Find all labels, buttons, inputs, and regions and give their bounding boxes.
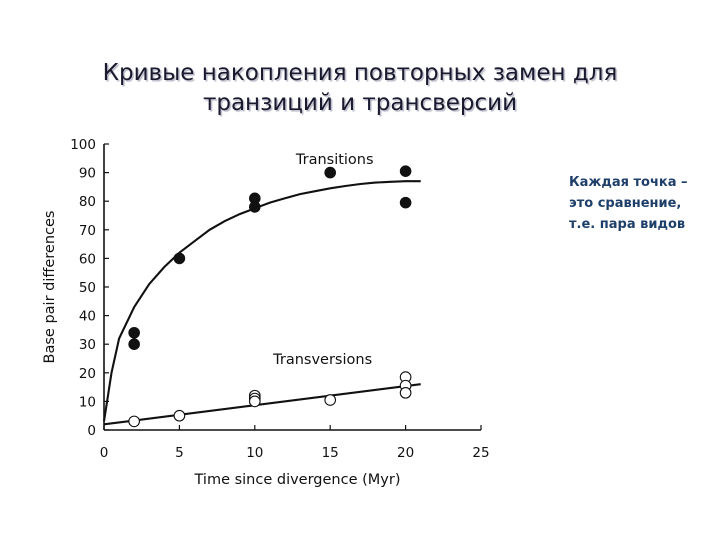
transitions-point <box>324 166 337 179</box>
slide-title: Кривые накопления повторных замен для тр… <box>60 58 660 118</box>
transitions-point <box>249 201 261 213</box>
y-axis-title: Base pair differences <box>42 211 58 364</box>
y-tick-label: 100 <box>70 137 96 153</box>
transversions-point <box>248 395 261 408</box>
x-tick-label: 0 <box>100 445 109 461</box>
y-tick-label: 40 <box>79 309 96 325</box>
transitions-fit-curve <box>102 180 421 422</box>
y-tick-label: 10 <box>79 394 96 410</box>
plot-area: Transitions Transversions <box>102 152 421 428</box>
side-note-line-3: т.е. пара видов <box>569 217 686 232</box>
transitions-point <box>128 338 140 351</box>
axes: 0 10 20 30 40 50 60 70 80 90 100 0 5 10 15 20 25 Time sin… <box>42 137 490 488</box>
transversions-fit-curve <box>103 383 421 426</box>
transitions-point <box>128 326 140 339</box>
side-note-line-2: это сравнение, <box>569 196 682 211</box>
transversions-point <box>173 409 186 422</box>
side-note: Каждая точка – это сравнение, т.е. пара … <box>569 172 720 235</box>
transitions-label: Transitions <box>295 152 374 168</box>
transitions-point <box>399 165 412 177</box>
y-tick-label: 60 <box>79 251 96 267</box>
y-tick-label: 90 <box>79 166 96 182</box>
transversions-label: Transversions <box>272 352 372 368</box>
y-tick-label: 80 <box>79 194 96 210</box>
x-axis-title: Time since divergence (Myr) <box>194 472 401 488</box>
y-tick-label: 30 <box>79 337 96 353</box>
y-tick-label: 20 <box>79 366 96 382</box>
transversions-point <box>399 386 412 399</box>
side-note-line-1: Каждая точка – <box>569 175 688 190</box>
x-tick-label: 15 <box>322 445 339 461</box>
x-tick-label: 10 <box>246 445 263 461</box>
slide-title-line-2: транзиций и трансверсий <box>202 90 518 116</box>
y-tick-label: 50 <box>79 280 96 296</box>
x-tick-label: 5 <box>175 445 184 461</box>
x-tick-label: 20 <box>397 445 414 461</box>
transitions-point <box>173 252 186 265</box>
y-tick-label: 70 <box>79 223 96 239</box>
transversions-point <box>324 394 337 406</box>
transitions-point <box>399 196 412 209</box>
y-tick-label: 0 <box>87 423 96 439</box>
transversions-point <box>128 415 141 428</box>
slide-title-line-1: Кривые накопления повторных замен для <box>102 60 618 86</box>
x-tick-label: 25 <box>472 445 489 461</box>
